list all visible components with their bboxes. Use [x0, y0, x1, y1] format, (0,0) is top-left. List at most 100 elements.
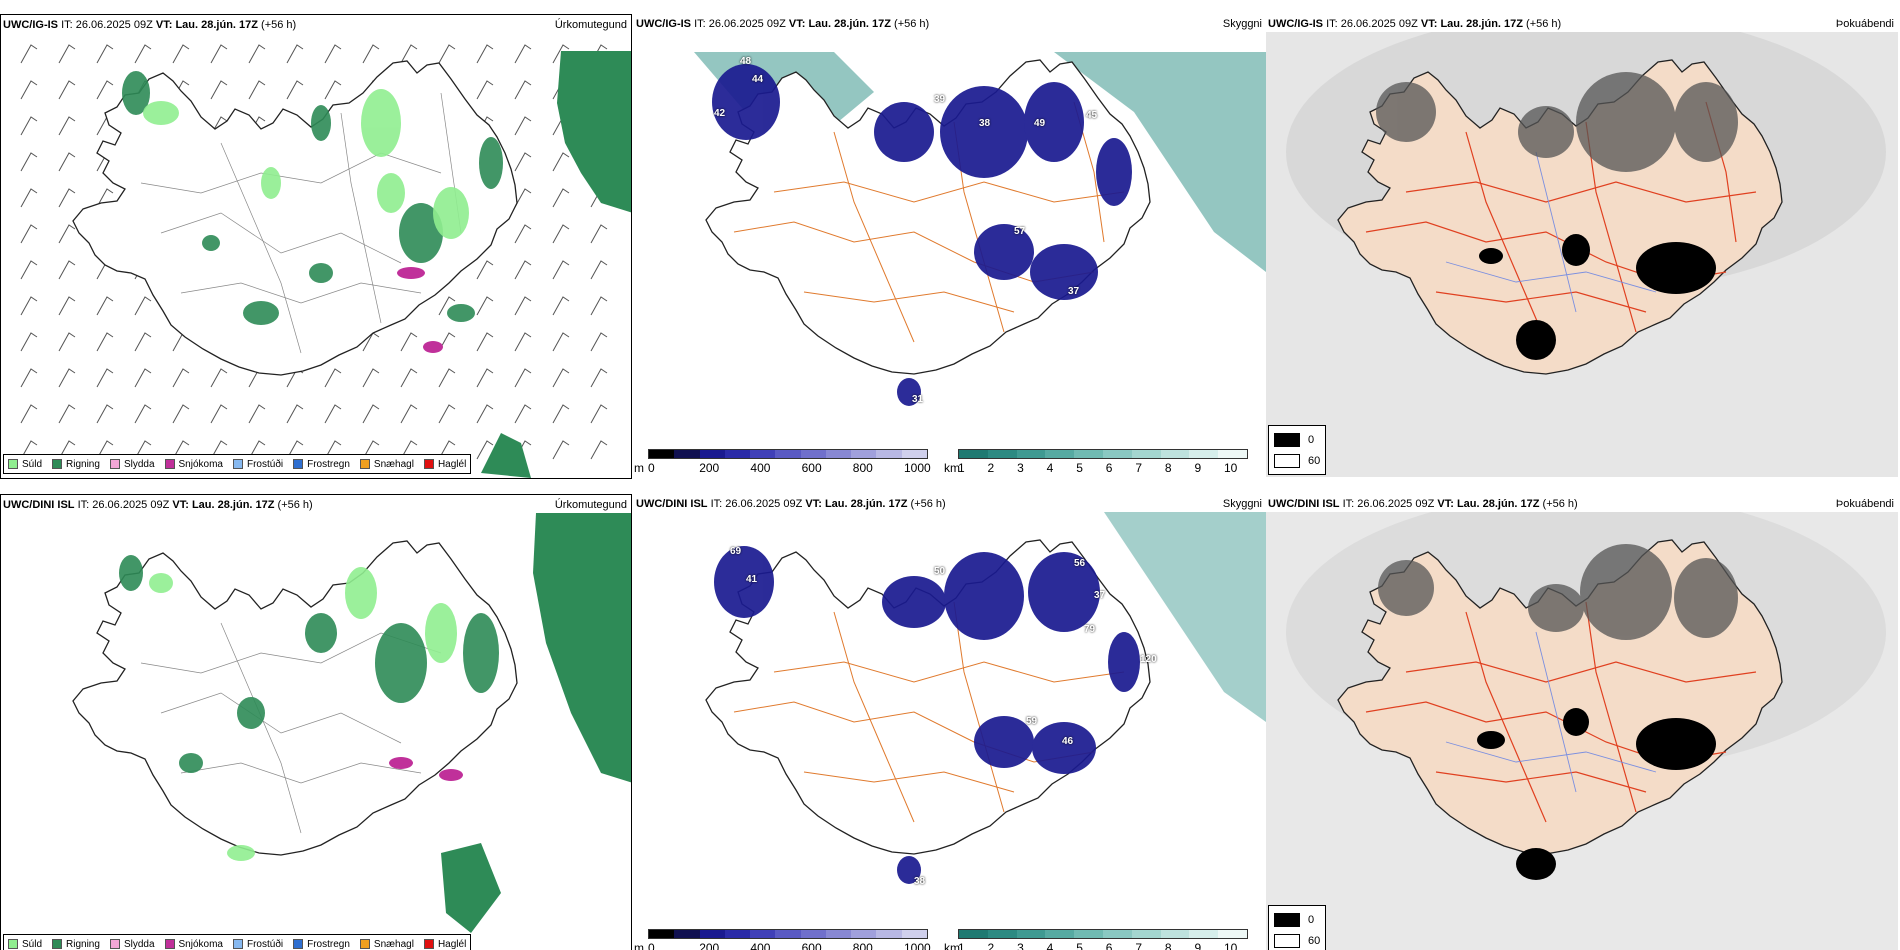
issue-time: 26.06.2025 09Z [75, 19, 153, 31]
fog-legend: 0 60 [1268, 425, 1326, 475]
model-name: UWC/DINI ISL [1268, 498, 1340, 510]
cloud-base-value: 120 [1140, 654, 1157, 665]
precip-legend: Súld Rigning Slydda Snjókoma Frostúði Frostre… [3, 934, 472, 950]
valid-time: Lau. 28.jún. 17Z [191, 499, 275, 511]
issue-label: IT: [694, 18, 706, 30]
issue-label: IT: [77, 499, 90, 511]
wind-barb [590, 296, 608, 316]
colorbar-tick-label: 400 [750, 941, 771, 950]
wind-barb [514, 44, 532, 64]
precip-legend-label: Snjókoma [178, 458, 223, 470]
wind-barb [58, 44, 76, 64]
issue-time: 26.06.2025 09Z [1357, 498, 1435, 510]
issue-time: 26.06.2025 09Z [725, 498, 803, 510]
precip-legend-swatch [164, 939, 175, 949]
colorbar-cell [1016, 450, 1046, 458]
panel-header: UWC/DINI ISL IT: 26.06.2025 09Z VT: Lau.… [3, 497, 627, 513]
wind-barb [590, 332, 608, 352]
cloud-base-map [705, 512, 1266, 884]
wind-barb [20, 368, 38, 388]
wind-barb [58, 116, 76, 136]
fog-index-map [1266, 32, 1898, 477]
wind-barb [514, 260, 532, 280]
cloud-base-value: 39 [934, 94, 946, 105]
colorbar-tick-label: 2 [987, 941, 995, 950]
valid-label: VT: [1420, 18, 1438, 30]
colorbar-cell [1218, 450, 1247, 458]
wind-barb [438, 44, 456, 64]
wind-barb [96, 332, 114, 352]
cloud-base-value: 48 [740, 56, 752, 67]
fog-legend-row: 60 [1274, 934, 1320, 948]
fog-index-panel-row1: UWC/IG-IS IT: 26.06.2025 09Z VT: Lau. 28… [1266, 14, 1898, 479]
cloud-base-panel-row1: UWC/IG-IS IT: 26.06.2025 09Z VT: Lau. 28… [634, 14, 1266, 479]
wind-barb [324, 368, 342, 388]
fog-legend-row: 60 [1274, 454, 1320, 468]
valid-label: VT: [172, 499, 189, 511]
precip-legend-label: Frostúði [246, 938, 284, 950]
colorbar-cell [959, 930, 988, 938]
precip-legend-item: Slydda [109, 939, 155, 950]
precip-legend-swatch [8, 459, 18, 469]
model-name: UWC/IG-IS [636, 18, 691, 30]
fog-legend-swatch [1274, 934, 1300, 948]
precip-legend: Súld Rigning Slydda Snjókoma Frostúði Frostre… [3, 454, 472, 474]
wind-barb [58, 332, 76, 352]
fog-index-map [1266, 512, 1898, 950]
wind-barb [324, 404, 342, 424]
colorbar-cell [1102, 450, 1132, 458]
wind-barb [20, 440, 38, 460]
colorbar-cell [1045, 450, 1075, 458]
colorbar-tick-label: 10 [1224, 941, 1238, 950]
colorbar-cell [876, 450, 902, 458]
wind-barb [438, 404, 456, 424]
colorbar-cell [825, 450, 852, 458]
wind-barb [134, 440, 152, 460]
wind-barb [438, 368, 456, 388]
wind-barb [58, 368, 76, 388]
wind-barb [552, 296, 570, 316]
cloud-base-value: 79 [1084, 624, 1096, 635]
cloud-base-value: 59 [1026, 716, 1038, 727]
colorbar-cell [649, 930, 675, 938]
precip-legend-item: Súld [8, 939, 42, 950]
colorbar-cell [825, 930, 852, 938]
wind-barb [552, 152, 570, 172]
model-name: UWC/IG-IS [1268, 18, 1323, 30]
wind-barb [324, 80, 342, 100]
wind-barb [20, 80, 38, 100]
colorbar-cell [1218, 930, 1247, 938]
wind-barb [552, 224, 570, 244]
valid-time: Lau. 28.jún. 17Z [175, 19, 258, 31]
precip-legend-item: Frostúði [232, 459, 283, 470]
wind-barb [286, 404, 304, 424]
colorbar-tick-label: 200 [699, 461, 720, 475]
panel-title: Skyggni [1222, 498, 1262, 510]
cloud-base-value: 41 [746, 574, 758, 585]
precip-type-panel-row2: UWC/DINI ISL IT: 26.06.2025 09Z VT: Lau.… [0, 494, 632, 950]
colorbar-tick-label: 1 [958, 461, 965, 475]
wind-barb [20, 404, 38, 424]
wind-barb [514, 332, 532, 352]
colorbar-cell [1189, 930, 1219, 938]
cloud-base-value: 56 [1074, 558, 1086, 569]
wind-barb [58, 440, 76, 460]
colorbar-unit: m [634, 941, 644, 950]
wind-barb [20, 116, 38, 136]
colorbar-cell [1160, 930, 1190, 938]
wind-barb [362, 404, 380, 424]
colorbar-cell [750, 930, 776, 938]
issue-label: IT: [1342, 498, 1355, 510]
wind-barb [58, 224, 76, 244]
precip-legend-label: Rigning [66, 938, 100, 950]
wind-barb [96, 404, 114, 424]
precip-legend-swatch [109, 459, 120, 469]
wind-barb [552, 368, 570, 388]
colorbar-tick-label: 1000 [904, 461, 931, 475]
colorbar-cell [724, 450, 751, 458]
precip-legend-swatch [8, 939, 18, 949]
valid-label: VT: [805, 498, 822, 510]
visibility-colorbar: km 1 2 3 4 5 6 7 8 9 10 [944, 449, 1254, 475]
colorbar-tick-label: 4 [1046, 461, 1054, 475]
colorbar-tick-label: 6 [1105, 941, 1113, 950]
